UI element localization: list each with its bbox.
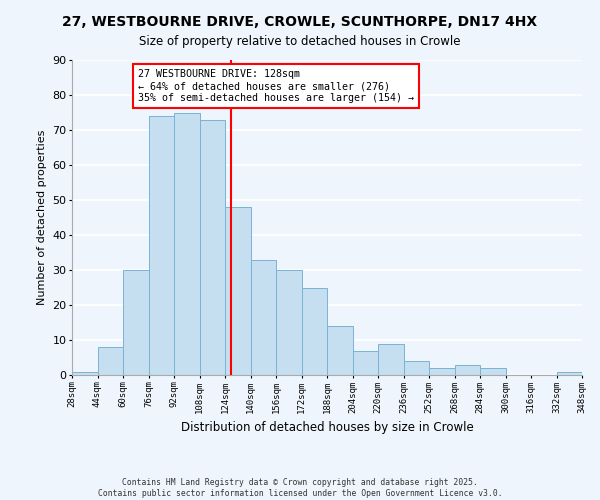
Bar xyxy=(225,207,251,375)
Bar xyxy=(276,270,302,375)
Text: Size of property relative to detached houses in Crowle: Size of property relative to detached ho… xyxy=(139,35,461,48)
Text: 27 WESTBOURNE DRIVE: 128sqm
← 64% of detached houses are smaller (276)
35% of se: 27 WESTBOURNE DRIVE: 128sqm ← 64% of det… xyxy=(139,70,415,102)
Bar xyxy=(72,372,97,375)
Bar xyxy=(199,120,225,375)
Bar xyxy=(378,344,404,375)
Bar xyxy=(353,350,378,375)
Bar xyxy=(429,368,455,375)
Bar xyxy=(455,364,480,375)
Bar xyxy=(302,288,327,375)
Bar xyxy=(97,347,123,375)
Y-axis label: Number of detached properties: Number of detached properties xyxy=(37,130,47,305)
Text: 27, WESTBOURNE DRIVE, CROWLE, SCUNTHORPE, DN17 4HX: 27, WESTBOURNE DRIVE, CROWLE, SCUNTHORPE… xyxy=(62,15,538,29)
Bar xyxy=(123,270,149,375)
Bar xyxy=(480,368,505,375)
Bar xyxy=(557,372,582,375)
X-axis label: Distribution of detached houses by size in Crowle: Distribution of detached houses by size … xyxy=(181,421,473,434)
Bar xyxy=(149,116,174,375)
Text: Contains HM Land Registry data © Crown copyright and database right 2025.
Contai: Contains HM Land Registry data © Crown c… xyxy=(98,478,502,498)
Bar xyxy=(251,260,276,375)
Bar xyxy=(327,326,353,375)
Bar xyxy=(174,112,199,375)
Bar xyxy=(404,361,429,375)
